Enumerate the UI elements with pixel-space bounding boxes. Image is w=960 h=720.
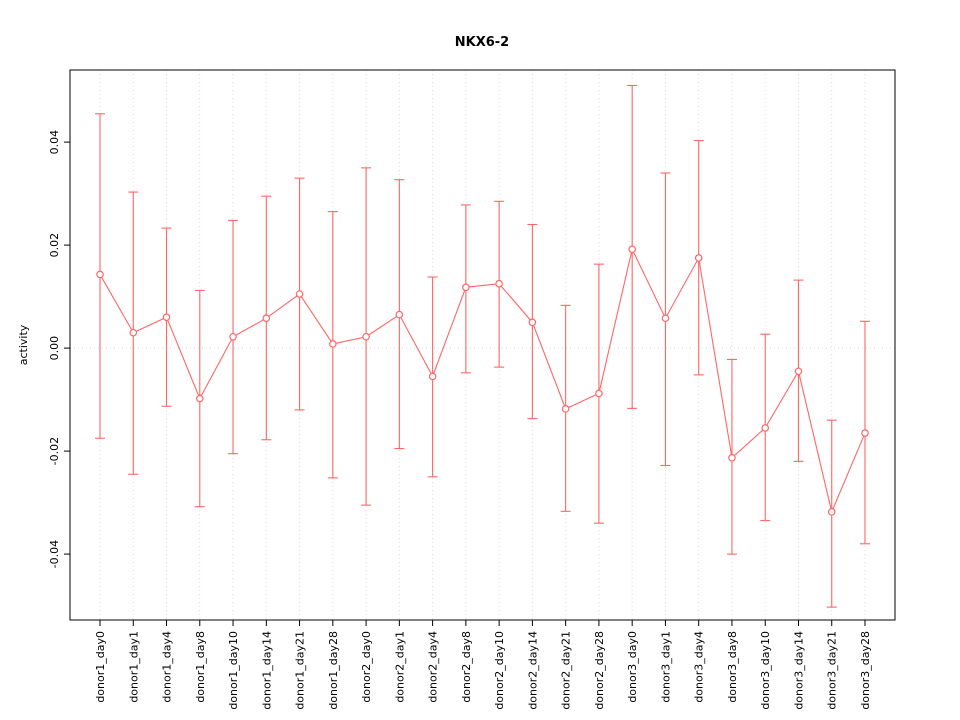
x-tick-label: donor3_day1 [659,631,672,703]
x-tick-label: donor2_day21 [560,631,573,710]
data-point [661,314,670,323]
data-point [561,405,570,413]
x-tick-label: donor3_day10 [759,631,772,710]
x-tick-label: donor1_day10 [227,631,240,710]
data-point [528,318,537,327]
data-point [694,254,703,262]
x-tick-label: donor2_day0 [360,631,373,703]
x-tick-label: donor2_day14 [526,631,539,710]
data-point [395,310,404,319]
x-tick-label: donor3_day14 [792,631,805,710]
x-tick-label: donor1_day8 [194,631,207,703]
y-tick-label: 0.00 [48,336,61,361]
data-point [329,340,337,348]
data-point [262,314,271,323]
chart-marks: -0.04 -0.02 0.00 0.02 0.04 donor1_day0 donor1_… [48,69,896,710]
data-point [495,279,503,288]
y-tick-label: 0.04 [48,130,61,155]
data-point [794,367,803,376]
x-tick-label: donor1_day14 [260,631,273,710]
y-tick-label: -0.02 [48,437,61,465]
x-tick-label: donor3_day21 [826,631,839,710]
x-tick-label: donor2_day1 [393,631,406,703]
x-tick-label: donor2_day28 [593,631,606,710]
y-tick-label: -0.04 [48,540,61,568]
x-tick-label: donor3_day0 [626,631,639,703]
x-tick-label: donor1_day0 [94,631,107,703]
plot-border [69,69,896,621]
x-tick-label: donor2_day8 [460,631,473,703]
data-point [728,453,736,462]
data-point [362,332,370,341]
x-tick-label: donor2_day4 [427,631,440,703]
x-tick-label: donor3_day28 [859,631,872,710]
data-point [162,313,171,321]
data-point [761,424,770,432]
data-point [628,245,636,254]
data-point [96,270,104,279]
data-point [827,508,836,516]
x-tick-label: donor1_day21 [294,631,307,710]
chart-title: NKX6-2 [455,35,509,50]
x-tick-label: donor1_day4 [161,631,174,703]
y-tick-label: 0.02 [48,233,61,258]
x-tick-label: donor3_day4 [693,631,706,703]
x-tick-label: donor2_day10 [493,631,506,710]
x-tick-label: donor1_day28 [327,631,340,710]
data-point [295,290,304,298]
y-axis-label: activity [17,324,30,365]
data-point [861,429,869,437]
data-point [428,372,437,381]
data-point [129,328,138,337]
series-line [99,247,866,514]
x-tick-label: donor1_day1 [127,631,140,703]
x-tick-label: donor3_day8 [726,631,739,703]
data-point [462,283,470,292]
data-point [195,394,204,403]
data-point [229,332,237,341]
data-point [595,389,603,398]
